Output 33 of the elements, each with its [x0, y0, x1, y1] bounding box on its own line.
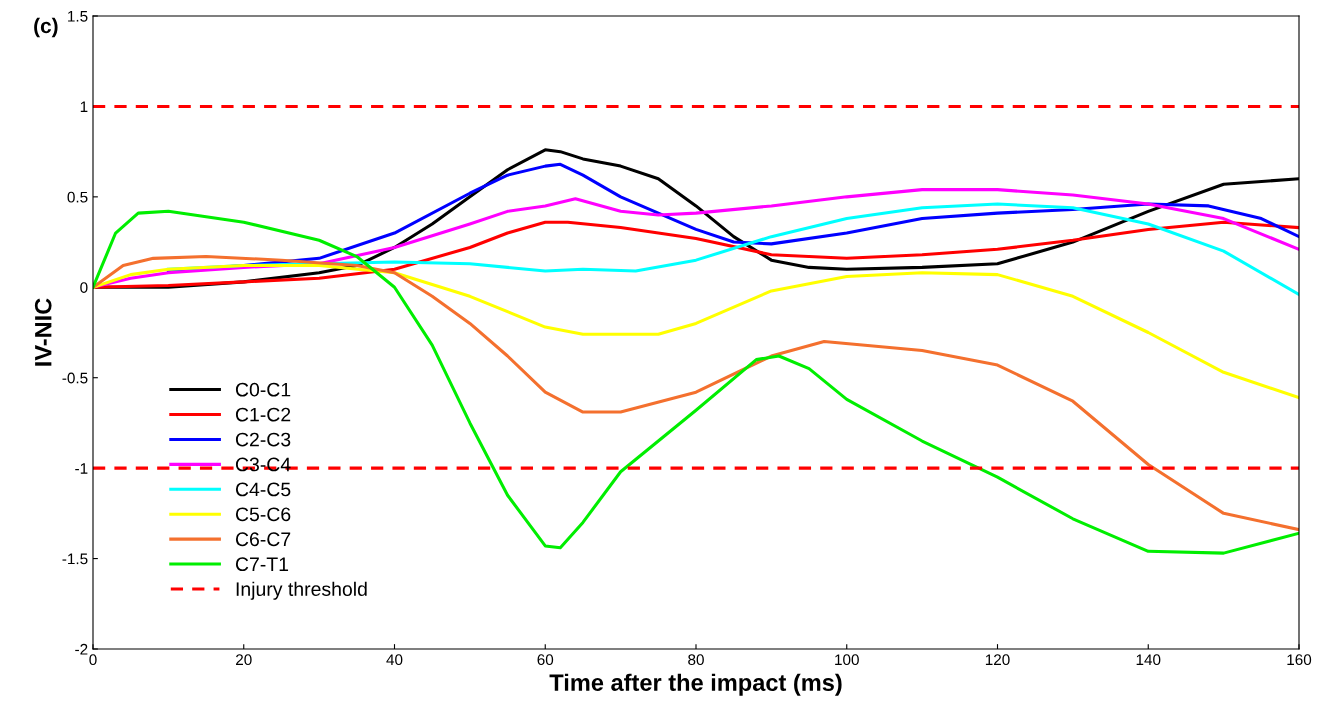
legend-label: C3-C4: [235, 457, 291, 472]
line-series: [93, 264, 1299, 400]
legend-label: C7-T1: [235, 557, 289, 572]
legend-label: C1-C2: [235, 407, 291, 422]
x-tick-label: 120: [985, 654, 1010, 666]
legend-label: C6-C7: [235, 532, 291, 547]
x-tick-label: 160: [1287, 654, 1312, 666]
x-tick-label: 60: [537, 654, 554, 666]
line-series: [93, 255, 1299, 532]
line-series: [93, 220, 1299, 289]
y-tick-label: 1.5: [68, 11, 88, 22]
legend-label: C2-C3: [235, 432, 291, 447]
y-tick-label: 0.5: [67, 191, 88, 203]
y-axis-title: IV-NIC: [34, 298, 52, 366]
x-axis-title: Time after the impact (ms): [549, 673, 842, 696]
legend-label: C4-C5: [235, 482, 291, 497]
legend-label: Injury threshold: [236, 581, 367, 600]
legend-label: C0-C1: [235, 382, 291, 397]
x-tick-label: 80: [688, 654, 704, 666]
y-tick-label: -0.5: [62, 372, 88, 384]
x-tick-label: 100: [835, 654, 859, 666]
line-series: [93, 209, 1299, 555]
x-tick-label: 0: [89, 654, 97, 666]
y-tick-label: 0: [80, 282, 88, 293]
x-tick-label: 40: [386, 654, 403, 666]
x-tick-label: 140: [1136, 654, 1161, 666]
text: (c): [34, 17, 58, 38]
legend-label: C5-C6: [235, 507, 291, 522]
x-tick-label: 20: [236, 654, 252, 666]
y-tick-label: -1: [75, 463, 88, 474]
y-tick-label: -1.5: [62, 553, 88, 565]
y-tick-label: 1: [80, 101, 88, 112]
y-tick-label: -2: [75, 643, 88, 655]
